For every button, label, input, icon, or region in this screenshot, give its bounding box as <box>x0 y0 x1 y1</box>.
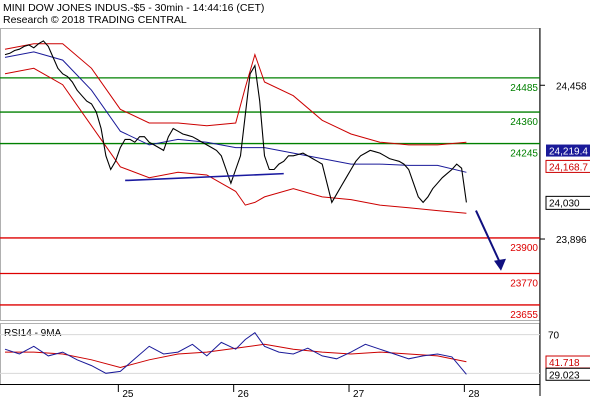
level-label-23770: 23770 <box>510 278 538 289</box>
rsi-title: RSI14 - 9MA <box>4 328 62 339</box>
price-line <box>4 40 467 204</box>
forecast-arrow-shaft <box>475 210 501 264</box>
ma-value-tag-bg <box>546 144 590 157</box>
bollinger-lower-line <box>4 67 467 214</box>
rsi-panel-frame <box>0 323 540 385</box>
level-label-23900: 23900 <box>510 243 538 254</box>
rsi-line <box>4 332 467 375</box>
moving-average-line <box>4 51 467 173</box>
rsi-y-tick-label: 70 <box>548 331 560 342</box>
x-tick-label: 26 <box>238 389 250 400</box>
x-tick-label: 25 <box>122 389 134 400</box>
level-label-24245: 24245 <box>510 149 538 160</box>
x-tick-label: 27 <box>353 389 365 400</box>
level-label-24485: 24485 <box>510 83 538 94</box>
forecast-arrow <box>475 210 506 271</box>
ma-value-tag: 24,219.4 <box>549 147 588 158</box>
x-axis: 25 26 27 28 <box>117 384 480 400</box>
last-price-tag: 24,030 <box>549 198 580 209</box>
bollinger-upper-line <box>4 43 467 146</box>
y-tick-label: 24,458 <box>556 81 587 92</box>
y-tick-label: 23,896 <box>556 235 587 246</box>
rsi-value-tag: 29.023 <box>549 370 580 381</box>
rsi-ma-line <box>5 343 467 369</box>
rsi-value-tag-bg <box>545 367 590 381</box>
level-label-24360: 24360 <box>510 117 538 128</box>
bollinger-value-tag-bg <box>545 159 590 173</box>
chart-title: MINI DOW JONES INDUS.-$5 - 30min - 14:44… <box>3 2 265 14</box>
x-tick-label: 28 <box>468 389 480 400</box>
trendline <box>125 172 284 182</box>
rsi-ma-tag: 41.718 <box>549 358 580 369</box>
level-label-23655: 23655 <box>510 310 538 321</box>
copyright-label: Research © 2018 TRADING CENTRAL <box>3 14 187 26</box>
last-price-tag-bg <box>545 195 590 210</box>
forecast-arrow-head <box>494 258 506 271</box>
bollinger-value-tag: 24,168.7 <box>549 162 588 173</box>
